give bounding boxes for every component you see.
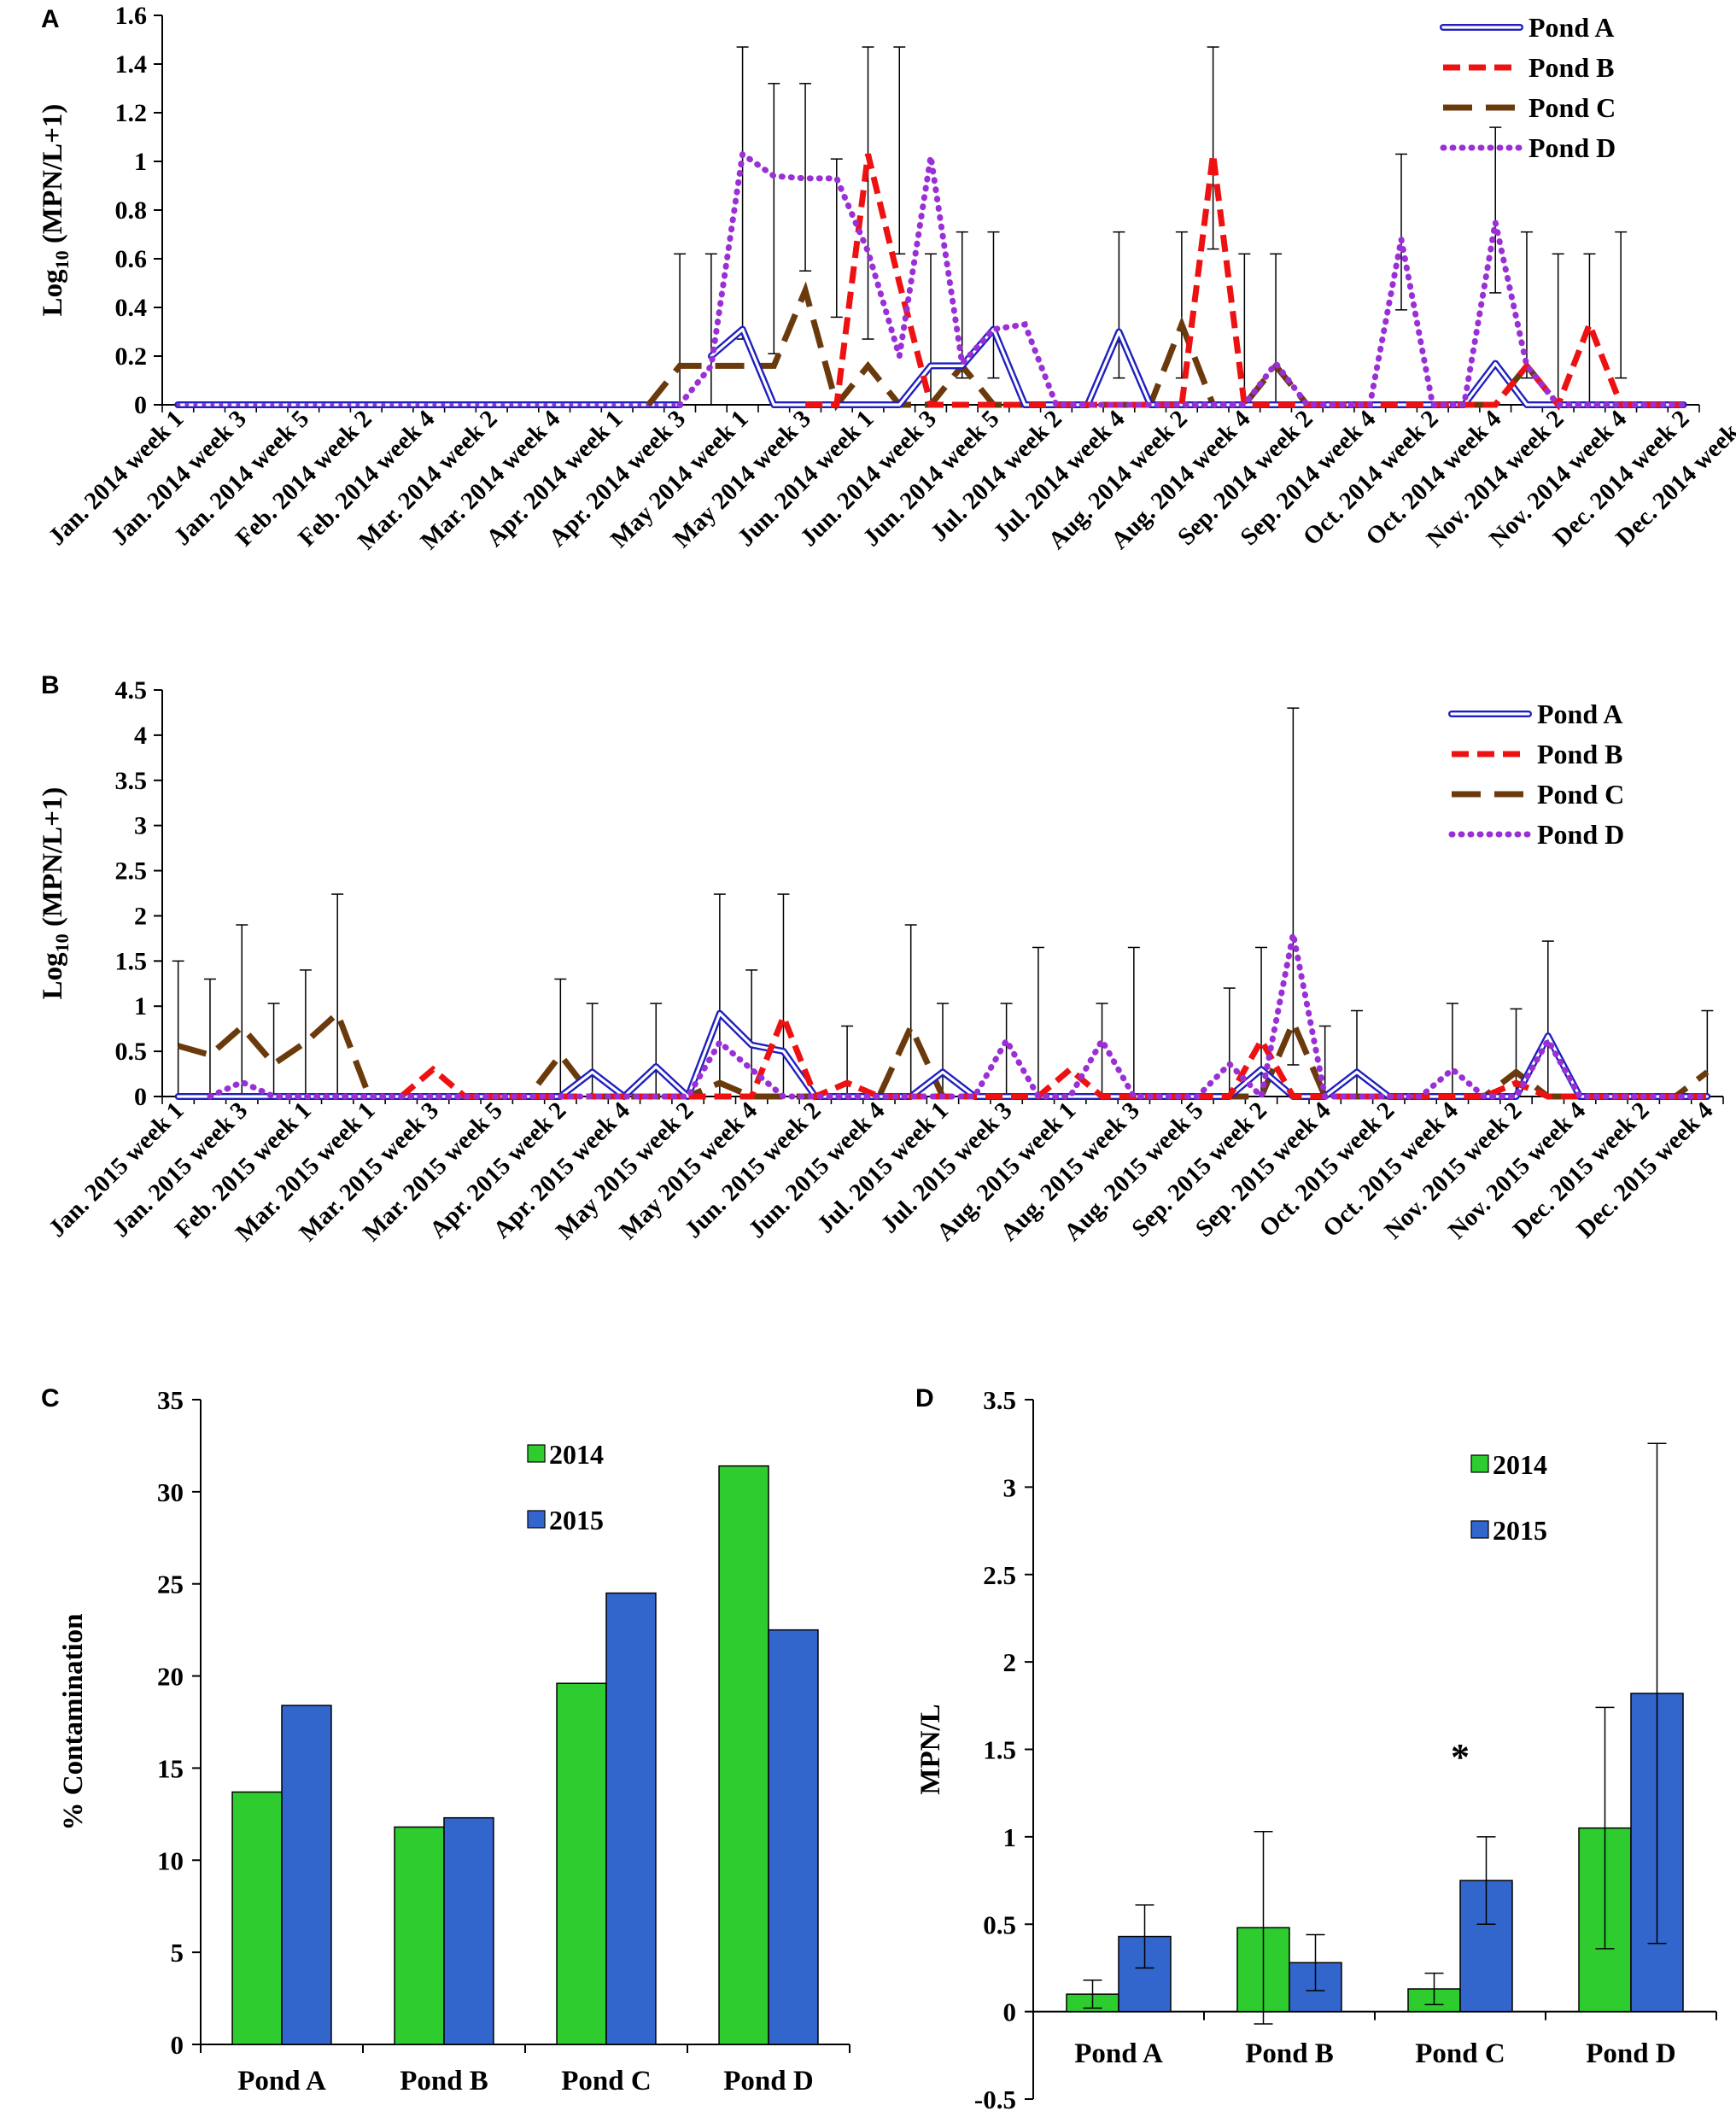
- panel-c: C 0 5 10 15 20 25 30 35 % Contamination Pond A Pond…: [41, 1384, 850, 2097]
- y-tick-label: 1: [1003, 1822, 1017, 1852]
- legend-swatch-2015: [1470, 1520, 1489, 1539]
- y-tick-label: 10: [157, 1845, 184, 1875]
- legend-label: 2014: [549, 1439, 604, 1470]
- panel-d: D -0.5 0 0.5 1 1.5 2 2.5 3 3.5 MPN/L Pond A Pond B Po…: [915, 1384, 1717, 2114]
- bar-2015-pond-d: [768, 1629, 819, 2045]
- legend-label: Pond A: [1537, 699, 1622, 729]
- panel-letter: A: [41, 5, 60, 33]
- y-tick-label: 4: [134, 722, 147, 750]
- bar-2015-pond-b: [443, 1816, 494, 2045]
- bar-2015-pond-a: [1118, 1935, 1172, 2013]
- y-tick-label: 2.5: [983, 1560, 1016, 1590]
- legend-label: Pond D: [1537, 819, 1624, 850]
- y-tick-label: 3.5: [983, 1385, 1016, 1415]
- y-tick-label: 0.5: [115, 1038, 148, 1066]
- y-tick-label: 15: [157, 1753, 184, 1783]
- y-tick-label: 0.6: [115, 245, 148, 273]
- y-tick-label: 0: [171, 2030, 184, 2060]
- y-tick-label: 0.4: [115, 294, 148, 322]
- y-axis-label-rest: (MPN/L+1): [38, 104, 68, 251]
- legend-label: Pond C: [1537, 779, 1624, 810]
- legend-swatch-2014: [527, 1444, 546, 1463]
- y-tick-label: 0: [134, 391, 147, 419]
- legend-label: 2015: [1493, 1515, 1547, 1546]
- y-axis-label-rest: (MPN/L+1): [38, 787, 68, 934]
- legend-label: Pond C: [1528, 92, 1616, 123]
- legend-label: Pond D: [1528, 132, 1616, 163]
- y-tick-label: 0.8: [115, 196, 148, 225]
- y-axis-label: % Contamination: [58, 1614, 89, 1831]
- y-tick-label: 3.5: [115, 767, 148, 795]
- bar-2014-pond-a: [231, 1791, 283, 2045]
- y-tick-label: 5: [171, 1938, 184, 1968]
- y-tick-label: 0: [1003, 1997, 1017, 2027]
- y-tick-label: 0.2: [115, 342, 148, 371]
- x-tick-label: Pond A: [1074, 2038, 1163, 2069]
- y-axis-label: Log10 (MPN/L+1): [38, 104, 73, 317]
- legend-label: Pond A: [1528, 12, 1614, 43]
- y-tick-label: 1: [134, 992, 147, 1020]
- y-axis-label-sub: 10: [51, 250, 73, 269]
- y-tick-label: 3: [134, 812, 147, 840]
- legend-label: 2014: [1493, 1449, 1547, 1480]
- y-tick-label: 1.5: [115, 947, 148, 975]
- x-tick-label: Pond C: [1415, 2038, 1505, 2069]
- y-tick-label: 2: [134, 902, 147, 930]
- series-pond-b-line: [399, 1009, 1708, 1101]
- y-axis-label-main: Log: [38, 952, 68, 1000]
- series-pond-d-line: [207, 933, 1710, 1103]
- y-axis-label-main: Log: [38, 269, 68, 317]
- legend-swatch-2015: [527, 1510, 546, 1529]
- bar-2014-pond-c: [556, 1682, 607, 2045]
- y-tick-label: 0: [134, 1083, 147, 1111]
- legend-label: 2015: [549, 1505, 604, 1535]
- y-tick-label: -0.5: [974, 2085, 1016, 2114]
- error-bars: [172, 707, 1714, 1097]
- x-tick-label: Pond B: [1245, 2038, 1334, 2069]
- x-tick-label: Pond C: [561, 2066, 651, 2097]
- y-tick-label: 2.5: [115, 857, 148, 886]
- significance-asterisk: *: [1451, 1736, 1470, 1778]
- x-tick-label: Pond D: [723, 2066, 813, 2097]
- y-axis-label: Log10 (MPN/L+1): [38, 787, 73, 1000]
- panel-letter: B: [41, 671, 60, 699]
- y-tick-label: 1.4: [115, 50, 148, 79]
- legend-swatch-2014: [1470, 1454, 1489, 1473]
- x-tick-label: Pond D: [1586, 2038, 1675, 2069]
- bar-2014-pond-d: [718, 1465, 769, 2045]
- panel-letter: C: [41, 1384, 60, 1412]
- x-tick-label: Pond B: [400, 2066, 488, 2097]
- y-tick-label: 30: [157, 1477, 184, 1507]
- bar-2015-pond-c: [605, 1592, 657, 2045]
- y-tick-label: 3: [1003, 1472, 1017, 1502]
- bar-2014-pond-b: [394, 1826, 445, 2045]
- error-bars: [674, 46, 1628, 406]
- y-tick-label: 2: [1003, 1647, 1017, 1677]
- y-tick-label: 25: [157, 1570, 184, 1599]
- panel-letter: D: [915, 1384, 934, 1412]
- y-axis-label-sub: 10: [51, 933, 73, 952]
- y-tick-label: 20: [157, 1662, 184, 1692]
- y-axis-label: MPN/L: [915, 1704, 946, 1794]
- legend-label: Pond B: [1537, 739, 1622, 769]
- bar-2015-pond-a: [281, 1705, 332, 2045]
- series-pond-c-line: [646, 281, 1684, 412]
- y-tick-label: 0.5: [983, 1909, 1016, 1939]
- y-tick-label: 1.6: [115, 2, 148, 30]
- y-tick-label: 1.5: [983, 1735, 1016, 1765]
- legend-label: Pond B: [1528, 52, 1614, 83]
- y-tick-label: 1: [134, 148, 147, 176]
- y-tick-label: 1.2: [115, 99, 148, 127]
- y-tick-label: 35: [157, 1385, 184, 1415]
- y-tick-label: 4.5: [115, 676, 148, 705]
- x-tick-label: Pond A: [237, 2066, 326, 2097]
- series-pond-d-line: [676, 149, 1687, 408]
